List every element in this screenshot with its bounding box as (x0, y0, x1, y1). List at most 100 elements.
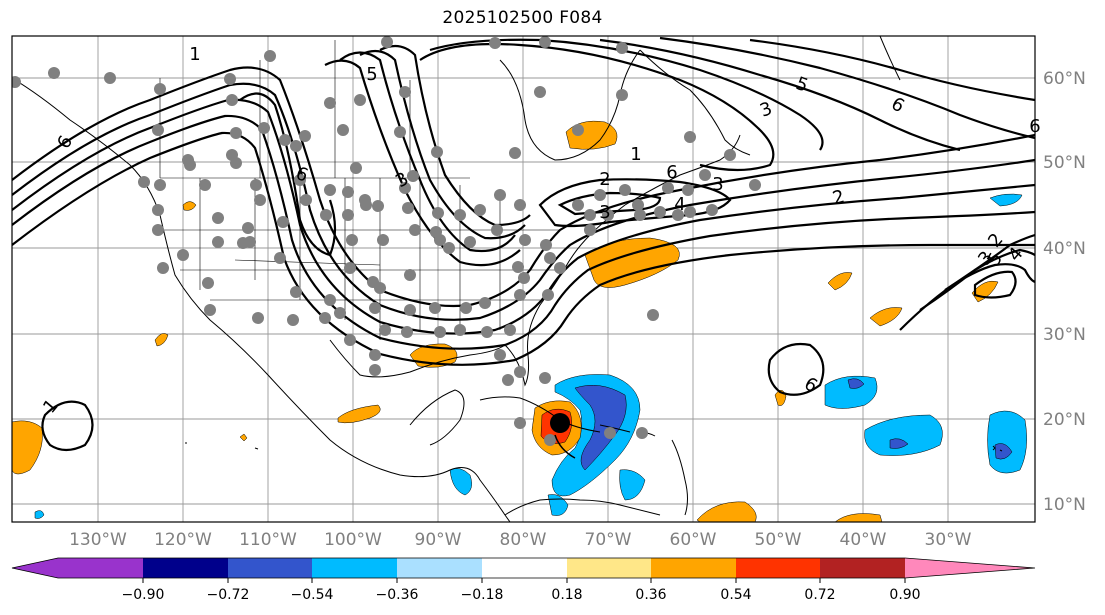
station-dot (584, 224, 596, 236)
station-dot (431, 146, 443, 158)
station-dot (514, 417, 526, 429)
contour-label: 3 (599, 202, 610, 223)
storm-center-marker (550, 413, 570, 433)
station-dot (379, 324, 391, 336)
station-dot (369, 302, 381, 314)
station-dot (429, 302, 441, 314)
contour-label: 5 (366, 64, 377, 85)
colorbar-tick-label: 0.36 (635, 587, 666, 603)
station-dot (434, 326, 446, 338)
station-dot (407, 170, 419, 182)
contour-lines (12, 36, 1035, 452)
negative-anomaly-atlantic2 (864, 414, 943, 456)
contour-closed-pacific (41, 400, 94, 452)
station-dot (258, 122, 270, 134)
colorbar-swatch (482, 558, 567, 578)
station-dot (337, 124, 349, 136)
station-dot (212, 212, 224, 224)
station-dot (539, 372, 551, 384)
station-dot (274, 252, 286, 264)
station-dot (432, 207, 444, 219)
station-dot (367, 276, 379, 288)
contour-closed-atlantic (767, 342, 825, 396)
station-dot (634, 209, 646, 221)
station-dot (572, 199, 584, 211)
station-dot (494, 189, 506, 201)
station-dot (277, 216, 289, 228)
station-dot (138, 176, 150, 188)
station-dot (460, 302, 472, 314)
station-dot (572, 124, 584, 136)
station-dot (494, 349, 506, 361)
contour-label: 1 (630, 144, 641, 165)
station-dot (554, 262, 566, 274)
colorbar-tick-label: −0.54 (291, 587, 334, 603)
station-dot (324, 184, 336, 196)
station-dot (699, 169, 711, 181)
station-dot (242, 222, 254, 234)
longitude-tick-label: 60°W (670, 530, 717, 550)
station-dot (287, 314, 299, 326)
station-dot (264, 50, 276, 62)
station-dot (334, 307, 346, 319)
station-dot (300, 194, 312, 206)
longitude-tick-label: 90°W (415, 530, 462, 550)
station-dot (294, 174, 306, 186)
station-dot (402, 202, 414, 214)
longitude-tick-label: 30°W (925, 530, 972, 550)
negative-anomaly-atlantic3 (987, 410, 1027, 474)
station-dot (372, 200, 384, 212)
station-dot (226, 149, 238, 161)
station-dot (443, 242, 455, 254)
station-dot (324, 294, 336, 306)
colorbar-tick-label: −0.36 (376, 587, 419, 603)
station-dot (509, 147, 521, 159)
station-dot (342, 186, 354, 198)
station-dot (602, 209, 614, 221)
storm-track (554, 434, 576, 459)
station-dot (504, 324, 516, 336)
station-dot (48, 67, 60, 79)
station-dot (616, 42, 628, 54)
station-dot (534, 86, 546, 98)
station-dot (152, 124, 164, 136)
colorbar-swatch (58, 558, 143, 578)
station-dot (290, 286, 302, 298)
longitude-tick-label: 100°W (324, 530, 382, 550)
latitude-tick-label: 20°N (1043, 410, 1086, 430)
station-dot (584, 209, 596, 221)
station-dot (104, 72, 116, 84)
station-dot (394, 126, 406, 138)
positive-anomaly-pacific (12, 420, 43, 475)
station-dot (354, 94, 366, 106)
longitude-tick-label: 70°W (585, 530, 632, 550)
station-dot (184, 159, 196, 171)
station-dot (502, 374, 514, 386)
station-dot (684, 206, 696, 218)
station-dot (662, 182, 674, 194)
colorbar-tick-label: −0.18 (461, 587, 504, 603)
colorbar-swatch (567, 558, 651, 578)
station-dot (404, 269, 416, 281)
station-dot (519, 234, 531, 246)
station-dot (254, 194, 266, 206)
latitude-labels: 10°N 20°N 30°N 40°N 50°N 60°N (1043, 69, 1086, 515)
colorbar-tick-label: 0.72 (804, 587, 835, 603)
station-dot (152, 224, 164, 236)
station-dot (474, 204, 486, 216)
longitude-labels: 130°W 120°W 110°W 100°W 90°W 80°W 70°W 60°W 50°W… (69, 530, 972, 550)
station-dot (481, 326, 493, 338)
station-dot (224, 73, 236, 85)
latitude-tick-label: 60°N (1043, 69, 1086, 89)
map-title: 2025102500 F084 (442, 8, 603, 28)
station-dot (299, 130, 311, 142)
station-dot (290, 140, 302, 152)
colorbar-outline (11, 557, 1036, 579)
station-dot (479, 297, 491, 309)
station-dot (202, 277, 214, 289)
contour-label: 2 (830, 186, 846, 209)
station-dot (682, 184, 694, 196)
longitude-tick-label: 50°W (755, 530, 802, 550)
station-dot (542, 289, 554, 301)
